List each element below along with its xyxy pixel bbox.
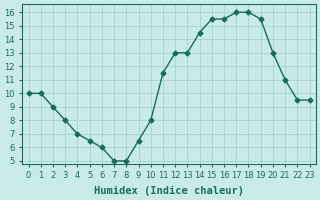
- X-axis label: Humidex (Indice chaleur): Humidex (Indice chaleur): [94, 186, 244, 196]
